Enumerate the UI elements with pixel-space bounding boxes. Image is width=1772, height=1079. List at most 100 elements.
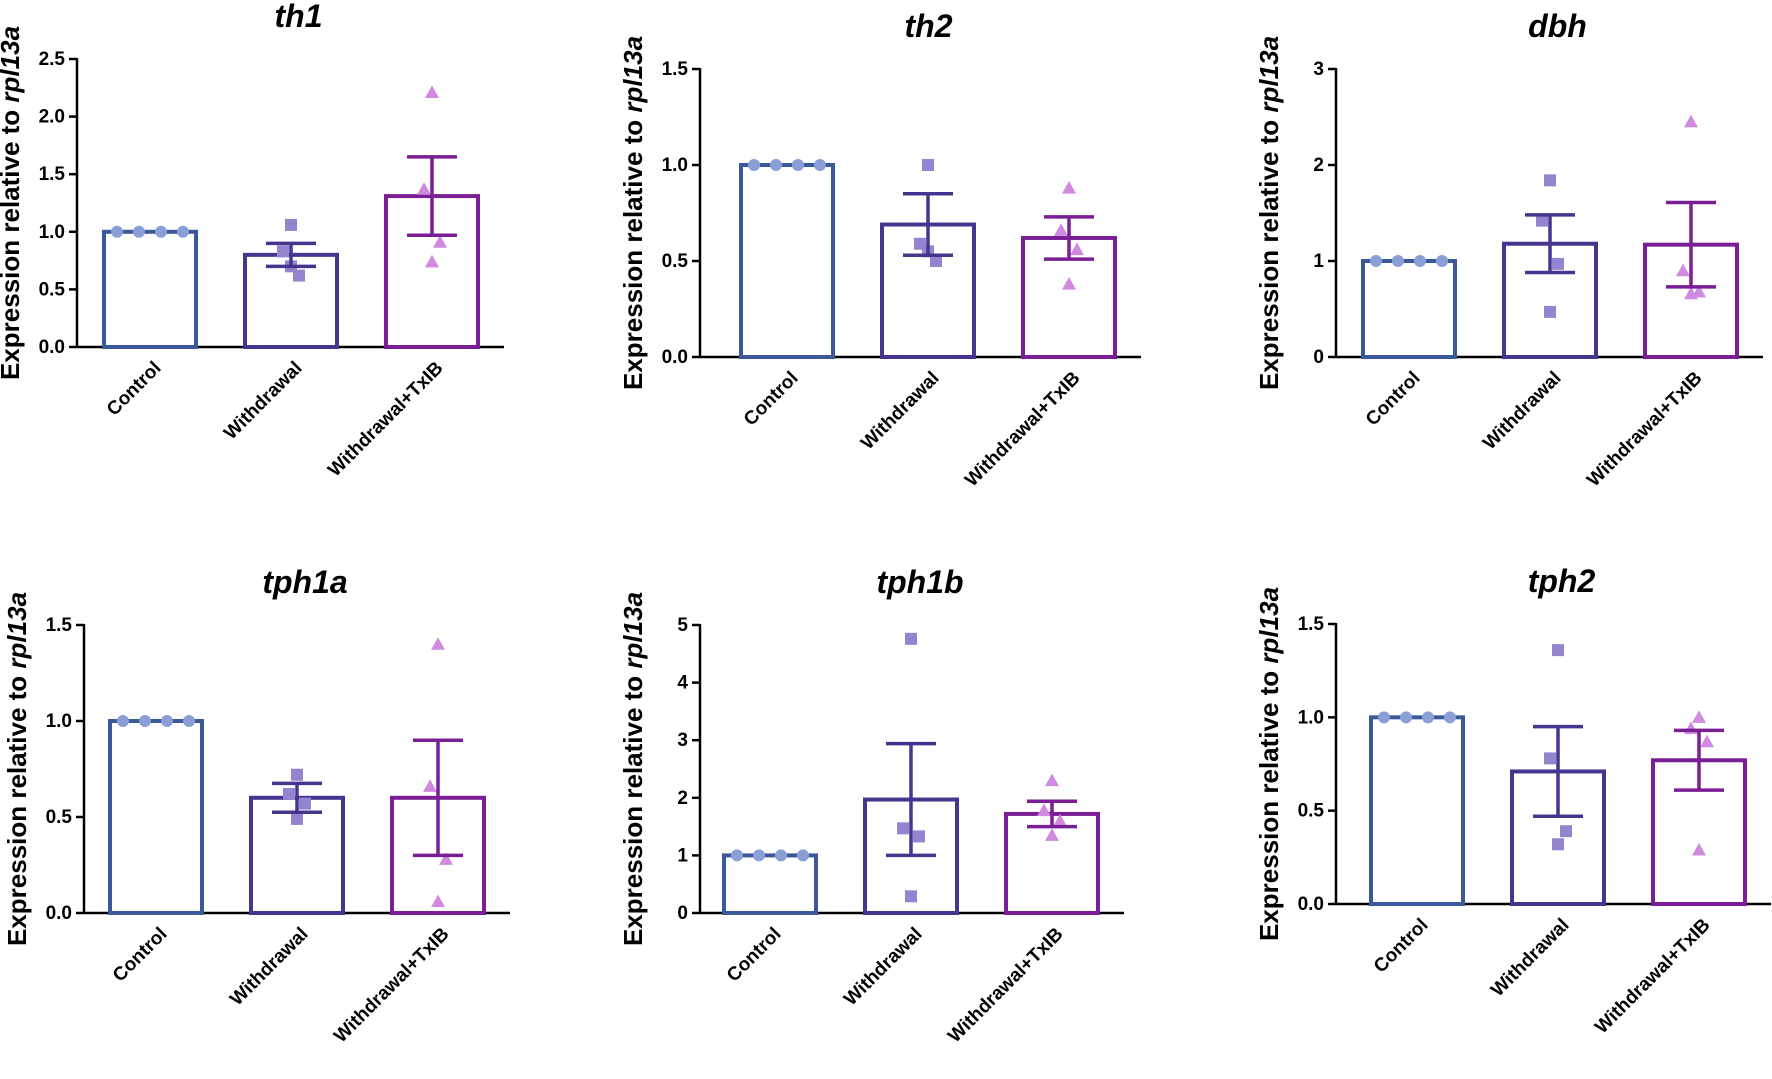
data-point (299, 797, 311, 810)
data-point (1062, 277, 1076, 290)
data-point (1560, 825, 1572, 838)
chart-title: tph1b (876, 564, 963, 600)
data-point (814, 159, 826, 171)
data-point (930, 255, 942, 267)
y-axis-label: Expression relative to rpl13a (1254, 587, 1284, 941)
y-tick-label: 0 (1313, 347, 1324, 368)
x-category-label: Control (103, 358, 166, 421)
y-axis-label: Expression relative to rpl13a (618, 36, 648, 390)
chart-title: tph2 (1528, 563, 1596, 599)
y-axis-label: Expression relative to rpl13a (1254, 36, 1284, 390)
data-point (1378, 711, 1390, 724)
data-point (1676, 263, 1690, 277)
data-point (1444, 711, 1456, 724)
y-tick-label: 1.0 (39, 222, 65, 243)
data-point (1684, 721, 1698, 735)
data-point (905, 632, 917, 645)
chart-panel-th2: 0.0 0.5 1.0 1.5 th2 Expression relative to rp… (618, 8, 1141, 491)
chart-panel-tph1a: 0.0 0.5 1.0 1.5 tph1a Expression relative to … (2, 564, 510, 1047)
data-point (753, 849, 765, 862)
data-point (792, 159, 804, 171)
y-tick-label: 0.0 (1298, 894, 1324, 915)
x-category-label: Withdrawal (226, 924, 312, 1010)
data-point (1054, 223, 1068, 236)
data-point (748, 159, 760, 171)
data-point (905, 890, 917, 903)
x-category-label: Withdrawal+TxIB (944, 924, 1067, 1047)
data-point (922, 159, 934, 171)
data-point (913, 830, 925, 843)
data-point (1062, 181, 1076, 194)
data-point (1070, 242, 1084, 256)
y-tick-label: 4 (677, 673, 688, 694)
data-point (1392, 255, 1404, 267)
y-axis-label-text: Expression relative to (0, 103, 25, 380)
data-point (291, 768, 303, 781)
data-point (417, 182, 431, 195)
x-category-label: Control (723, 924, 786, 987)
data-point (1692, 710, 1706, 723)
y-axis-label-text: Expression relative to (618, 113, 648, 390)
x-category-label: Withdrawal (1479, 368, 1565, 454)
data-point (431, 637, 445, 650)
y-tick-label: 0.0 (39, 337, 65, 358)
data-point (425, 85, 439, 99)
data-point (117, 715, 129, 727)
data-point (1544, 174, 1556, 187)
x-category-label: Withdrawal+TxIB (1583, 368, 1706, 491)
y-tick-label: 1 (677, 845, 688, 866)
y-tick-label: 0.5 (662, 251, 689, 272)
data-point (285, 218, 297, 231)
data-point (1700, 734, 1714, 748)
chart-title: dbh (1528, 8, 1587, 44)
x-category-label: Control (1370, 915, 1433, 978)
data-point (1544, 752, 1556, 765)
y-tick-label: 1.0 (1298, 707, 1324, 728)
data-point (731, 849, 743, 862)
data-point (1045, 828, 1059, 841)
y-tick-label: 2.5 (39, 49, 66, 70)
data-point (1692, 842, 1706, 856)
data-point (1552, 644, 1564, 657)
y-tick-label: 1.0 (662, 155, 688, 176)
data-point (439, 852, 453, 865)
y-axis-label: Expression relative to rpl13a (0, 26, 25, 380)
data-point (293, 269, 305, 282)
chart-title: th2 (905, 8, 953, 44)
data-point (139, 715, 151, 727)
y-axis-label-gene: rpl13a (0, 26, 25, 103)
data-point (1400, 711, 1412, 724)
x-category-label: Withdrawal+TxIB (330, 924, 453, 1047)
x-category-label: Withdrawal (220, 358, 306, 444)
bar-control (722, 853, 818, 916)
y-axis-label-gene: rpl13a (1254, 36, 1284, 113)
data-point (277, 245, 289, 258)
y-axis-label-text: Expression relative to (2, 669, 32, 946)
data-point (775, 849, 787, 862)
y-tick-label: 0.0 (662, 347, 688, 368)
data-point (1045, 773, 1059, 787)
data-point (1422, 711, 1434, 724)
data-point (1544, 305, 1556, 318)
data-point (431, 894, 445, 908)
data-point (161, 715, 173, 727)
data-point (1684, 114, 1698, 128)
data-point (1684, 286, 1698, 300)
data-point (897, 822, 909, 835)
data-point (425, 254, 439, 268)
y-tick-label: 3 (1313, 59, 1324, 80)
y-tick-label: 0.5 (46, 807, 73, 828)
y-tick-label: 1.5 (1298, 614, 1325, 635)
y-tick-label: 0 (677, 903, 688, 924)
y-tick-label: 0.0 (46, 903, 72, 924)
data-point (1552, 257, 1564, 270)
x-category-label: Withdrawal (840, 924, 926, 1010)
data-point (1552, 838, 1564, 851)
y-tick-label: 1 (1313, 251, 1324, 272)
data-point (770, 159, 782, 171)
y-axis-label-gene: rpl13a (618, 592, 648, 669)
data-point (111, 225, 123, 238)
y-tick-label: 1.5 (46, 615, 73, 636)
